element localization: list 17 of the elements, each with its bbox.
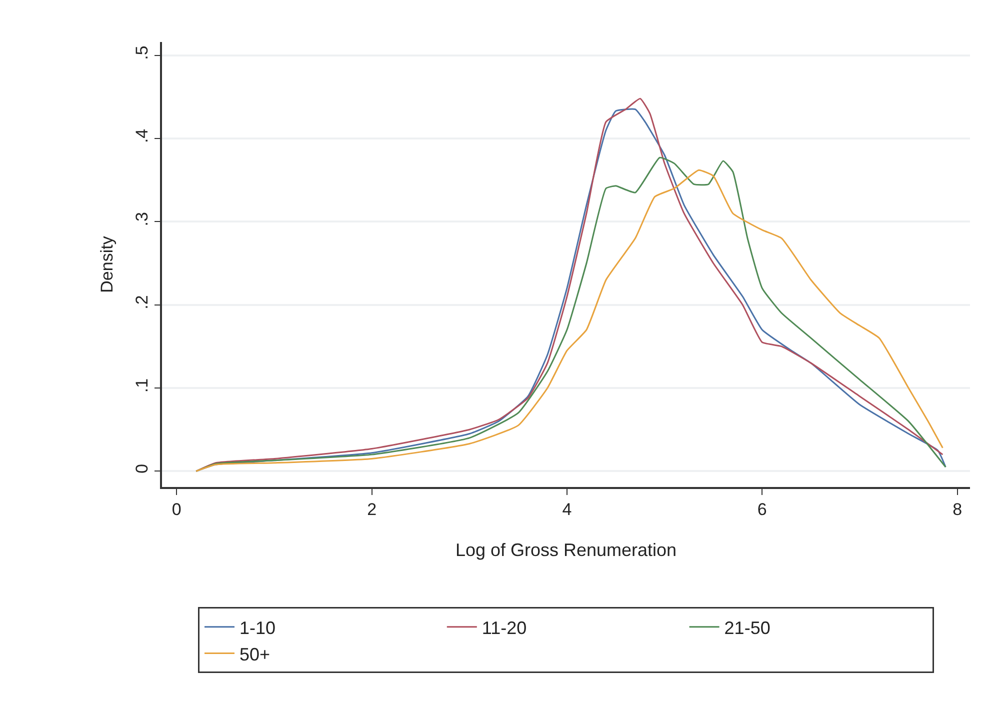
legend-label: 1-10 — [240, 618, 276, 638]
y-tick-label: .4 — [132, 128, 152, 144]
x-tick-label: 4 — [562, 500, 572, 520]
legend-label: 11-20 — [482, 618, 527, 638]
y-axis-title: Density — [98, 236, 116, 293]
legend-label: 21-50 — [724, 618, 770, 638]
y-tick-label: .1 — [132, 378, 152, 393]
y-tick-label: 0 — [132, 464, 152, 474]
x-tick-label: 6 — [757, 500, 767, 520]
y-tick-label: .3 — [132, 212, 152, 226]
x-axis-title: Log of Gross Renumeration — [455, 540, 677, 560]
x-tick-label: 0 — [172, 500, 182, 520]
x-tick-label: 2 — [367, 500, 377, 520]
legend-label: 50+ — [240, 644, 270, 664]
y-tick-label: .2 — [132, 295, 152, 310]
x-tick-label: 8 — [952, 500, 962, 520]
y-tick-label: .5 — [132, 46, 152, 60]
